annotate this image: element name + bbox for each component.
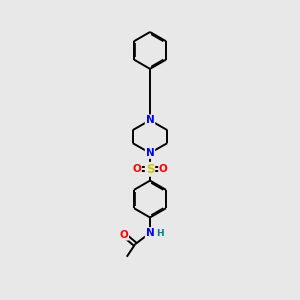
Text: N: N — [146, 228, 154, 238]
Text: O: O — [119, 230, 128, 240]
Text: H: H — [156, 229, 164, 238]
Text: O: O — [159, 164, 168, 174]
Text: N: N — [146, 148, 154, 158]
Text: S: S — [146, 163, 154, 176]
Text: O: O — [132, 164, 141, 174]
Text: N: N — [146, 115, 154, 125]
